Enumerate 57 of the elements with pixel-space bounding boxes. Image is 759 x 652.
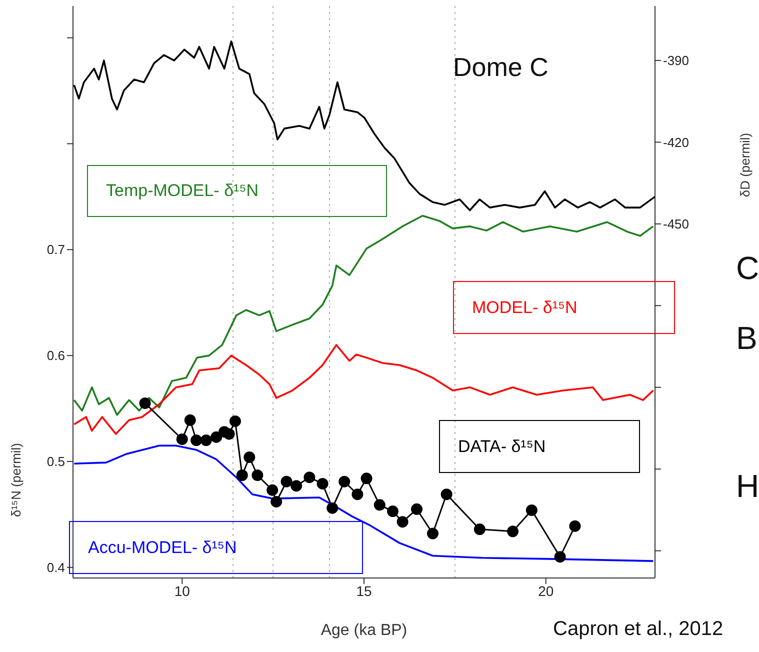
x-tick-label: 20: [538, 582, 554, 599]
point: [229, 415, 241, 427]
point: [386, 506, 398, 518]
y-tick-label: 0.6: [46, 348, 65, 364]
point: [252, 470, 264, 481]
y2-tick-label: -390: [663, 53, 690, 68]
point: [326, 502, 338, 514]
point: [210, 431, 222, 443]
point: [474, 524, 486, 536]
point: [352, 488, 364, 500]
point: [569, 520, 581, 532]
point: [507, 526, 519, 538]
text: H: [736, 468, 759, 505]
line-series: [73, 344, 654, 435]
text: DATA- δ¹⁵N: [458, 436, 546, 456]
point: [338, 476, 350, 488]
point: [316, 478, 328, 490]
point: [360, 472, 372, 484]
point: [190, 434, 202, 446]
point: [290, 480, 302, 492]
point: [200, 434, 212, 446]
point: [280, 476, 292, 488]
point: [270, 496, 282, 508]
point: [427, 528, 438, 540]
point: [410, 503, 422, 515]
text: Temp-MODEL- δ¹⁵N: [106, 181, 259, 201]
y2-tick-label: -450: [663, 216, 690, 232]
y2-tick-label: -420: [663, 134, 690, 150]
annotation: Dome C: [453, 52, 548, 83]
y-tick-label: 0.5: [46, 454, 65, 470]
point: [244, 451, 256, 463]
y-tick-label: 0.4: [46, 560, 65, 576]
text: Capron et al., 2012: [553, 618, 724, 641]
line-series: [73, 214, 654, 416]
y-tick-label: 0.7: [46, 242, 65, 258]
point: [236, 470, 248, 481]
x-tick-label: 15: [356, 582, 372, 599]
point: [266, 484, 278, 496]
text: Accu-MODEL- δ¹⁵N: [88, 538, 237, 558]
point: [176, 433, 188, 445]
line-series: [73, 40, 655, 212]
text: MODEL- δ¹⁵N: [472, 298, 578, 318]
point: [554, 551, 566, 563]
point: [526, 504, 538, 516]
point: [440, 488, 452, 500]
point: [304, 472, 316, 484]
point: [139, 397, 151, 409]
x-axis-title: Age (ka BP): [320, 622, 408, 639]
y-axis-title: δ¹⁵N (permil): [8, 442, 24, 518]
point: [184, 414, 196, 426]
y2-axis-title: δD (permil): [738, 132, 752, 198]
point: [374, 499, 386, 511]
text: B: [736, 320, 758, 357]
point: [223, 428, 235, 440]
text: C: [736, 250, 759, 287]
x-tick-label: 10: [174, 582, 190, 599]
point: [396, 516, 408, 528]
